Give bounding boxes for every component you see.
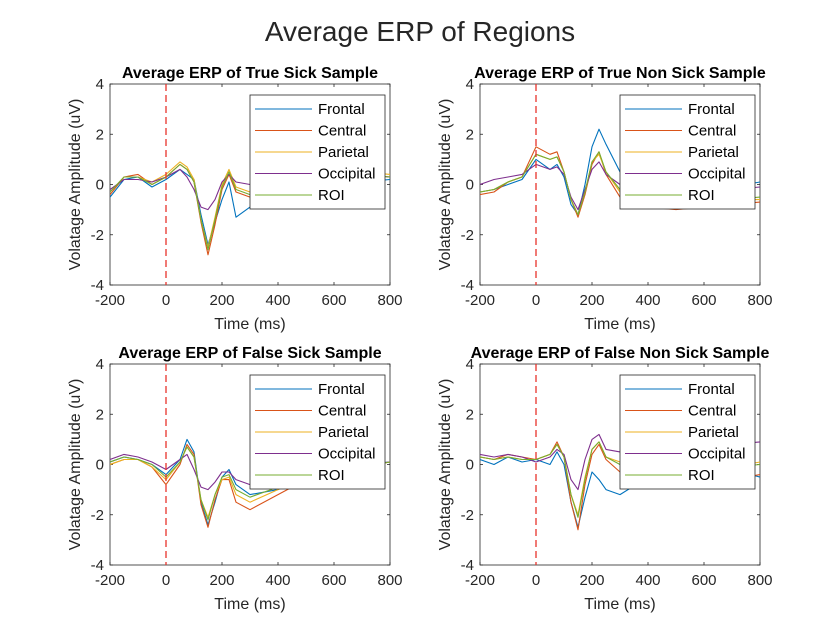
x-tick-label: 400 (265, 292, 290, 309)
y-tick-label: 4 (466, 356, 474, 373)
y-tick-label: 0 (466, 177, 474, 194)
y-tick-label: -2 (461, 227, 474, 244)
x-tick-label: 600 (321, 292, 346, 309)
y-tick-label: -2 (91, 227, 104, 244)
legend-label-frontal: Frontal (318, 101, 365, 118)
panel-true-non-sick: Average ERP of True Non Sick Sample -200 0… (437, 65, 773, 333)
y-tick-label: 2 (466, 126, 474, 143)
legend-label-central: Central (688, 403, 736, 420)
y-tick-label: 2 (96, 126, 104, 143)
y-axis-label: Volatage Amplitude (uV) (67, 379, 84, 551)
y-axis-label: Volatage Amplitude (uV) (437, 379, 454, 551)
x-tick-label: 600 (691, 292, 716, 309)
x-tick-label: 800 (747, 292, 772, 309)
panel-false-non-sick: Average ERP of False Non Sick Sample-200… (437, 345, 773, 613)
y-tick-label: 2 (96, 406, 104, 423)
x-tick-label: 400 (635, 292, 660, 309)
legend: Frontal Central Parietal Occipital ROI (249, 374, 386, 490)
x-tick-label: -200 (95, 292, 125, 309)
x-tick-label: 800 (377, 572, 402, 589)
x-tick-label: 400 (265, 572, 290, 589)
y-axis-label: Volatage Amplitude (uV) (67, 99, 84, 271)
y-tick-label: -4 (91, 277, 104, 294)
legend-label-roi: ROI (318, 467, 345, 484)
legend-label-frontal: Frontal (688, 381, 735, 398)
legend: Frontal Central Parietal Occipital ROI (619, 374, 756, 490)
x-axis-label: Time (ms) (214, 596, 285, 613)
x-axis-label: Time (ms) (584, 596, 655, 613)
legend-label-roi: ROI (318, 187, 345, 204)
y-tick-label: -4 (461, 557, 474, 574)
legend-label-frontal: Frontal (688, 101, 735, 118)
legend-label-central: Central (318, 123, 366, 140)
y-tick-label: -2 (91, 507, 104, 524)
legend-label-occipital: Occipital (688, 446, 746, 463)
panel-title: Average ERP of True Non Sick Sample (474, 65, 766, 82)
y-axis-label: Volatage Amplitude (uV) (437, 99, 454, 271)
legend-label-roi: ROI (688, 187, 715, 204)
x-tick-label: 600 (691, 572, 716, 589)
y-tick-label: 0 (466, 457, 474, 474)
x-tick-label: 200 (209, 292, 234, 309)
y-tick-label: 4 (96, 356, 104, 373)
legend-label-frontal: Frontal (318, 381, 365, 398)
x-tick-label: 200 (209, 572, 234, 589)
x-axis-label: Time (ms) (214, 316, 285, 333)
x-tick-label: 400 (635, 572, 660, 589)
x-tick-label: 0 (532, 572, 540, 589)
x-axis-label: Time (ms) (584, 316, 655, 333)
legend-label-parietal: Parietal (318, 424, 369, 441)
figure-title: Average ERP of Regions (265, 16, 575, 47)
y-tick-label: -4 (461, 277, 474, 294)
legend-label-occipital: Occipital (318, 166, 376, 183)
x-tick-label: -200 (95, 572, 125, 589)
panel-title: Average ERP of False Non Sick Sample (471, 345, 770, 362)
y-tick-label: 0 (96, 457, 104, 474)
panel-false-sick: Average ERP of False Sick Sample -200 0 200… (67, 345, 403, 613)
x-tick-label: -200 (465, 292, 495, 309)
legend-label-parietal: Parietal (318, 144, 369, 161)
x-tick-label: 800 (747, 572, 772, 589)
legend-label-occipital: Occipital (318, 446, 376, 463)
legend-label-parietal: Parietal (688, 144, 739, 161)
legend: Frontal Central Parietal Occipital ROI (619, 94, 756, 210)
x-tick-label: 0 (162, 292, 170, 309)
legend-label-parietal: Parietal (688, 424, 739, 441)
y-tick-label: -4 (91, 557, 104, 574)
y-tick-label: -2 (461, 507, 474, 524)
x-tick-label: -200 (465, 572, 495, 589)
x-tick-label: 0 (162, 572, 170, 589)
x-tick-label: 200 (579, 292, 604, 309)
legend-label-occipital: Occipital (688, 166, 746, 183)
y-tick-label: 2 (466, 406, 474, 423)
legend: Frontal Central Parietal Occipital ROI (249, 94, 386, 210)
panel-title: Average ERP of True Sick Sample (122, 65, 378, 82)
y-tick-label: 4 (466, 76, 474, 93)
panel-true-sick: Average ERP of True Sick Sample -200 0 200 4… (67, 65, 403, 333)
x-tick-label: 0 (532, 292, 540, 309)
x-tick-label: 800 (377, 292, 402, 309)
legend-label-central: Central (318, 403, 366, 420)
panel-title: Average ERP of False Sick Sample (118, 345, 381, 362)
x-tick-label: 200 (579, 572, 604, 589)
y-tick-label: 4 (96, 76, 104, 93)
y-tick-label: 0 (96, 177, 104, 194)
legend-box (619, 374, 756, 490)
legend-label-central: Central (688, 123, 736, 140)
x-tick-label: 600 (321, 572, 346, 589)
legend-label-roi: ROI (688, 467, 715, 484)
